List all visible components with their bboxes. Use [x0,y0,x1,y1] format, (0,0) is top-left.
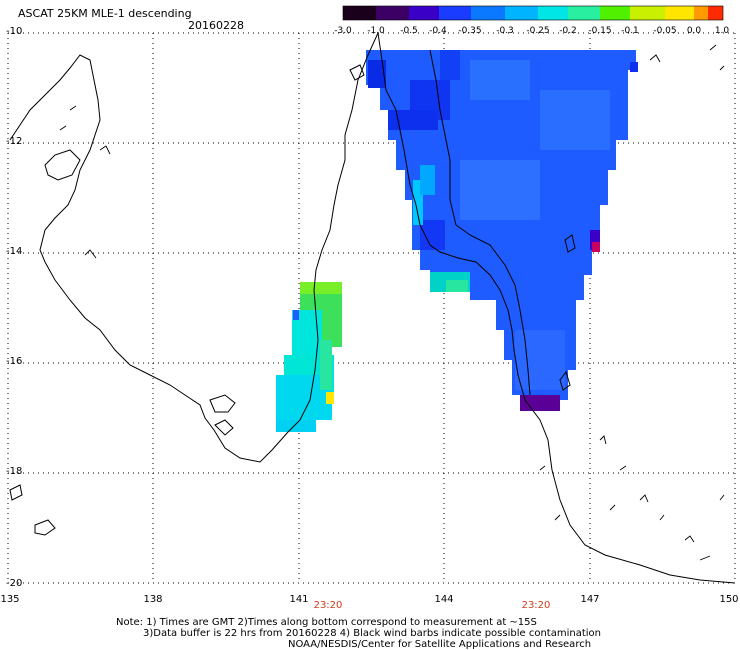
lon-label: 147 [580,594,600,605]
colorbar-tick: 0.0 [686,26,702,36]
mle-swath-west [276,282,342,432]
dark-patch [440,50,460,80]
colorbar-tick: -1.0 [367,26,385,36]
colorbar-tick: -0.3 [496,26,514,36]
lat-label: -18 [6,466,23,477]
colorbar [342,5,724,21]
time-label: 23:20 [521,600,551,611]
note-line: Note: 1) Times are GMT 2)Times along bot… [116,617,537,628]
cyan-patch [446,280,468,292]
colorbar-segment [630,6,665,20]
dark-patch [388,110,438,130]
lon-label: 150 [719,594,739,605]
lat-label: -20 [6,578,23,589]
colorbar-tick: -0.5 [400,26,418,36]
colorbar-segment [439,6,471,20]
mle-swath-east [366,50,638,411]
note-line: 3)Data buffer is 22 hrs from 20160228 4)… [143,628,601,639]
colorbar-tick: -0.1 [621,26,639,36]
dark-patch [592,242,600,252]
note-line: NOAA/NESDIS/Center for Satellite Applica… [288,639,592,650]
light-patch [460,160,540,220]
colorbar-tick: -0.25 [526,26,550,36]
map-title: ASCAT 25KM MLE-1 descending [18,7,192,20]
colorbar-segment [376,6,409,20]
colorbar-segment [568,6,600,20]
map-date: 20160228 [188,19,244,32]
lon-label: 144 [434,594,454,605]
colorbar-segment [505,6,538,20]
colorbar-tick: -0.05 [653,26,677,36]
colorbar-tick: -0.15 [588,26,612,36]
coastline [9,32,736,584]
cyan-patch [413,180,423,225]
lat-label: -16 [6,356,23,367]
colorbar-tick: -0.4 [429,26,447,36]
swath-west-fill [276,420,316,432]
colorbar-segment [471,6,505,20]
lon-label: 141 [289,594,309,605]
colorbar-segment [600,6,630,20]
colorbar-segment [708,6,723,20]
colorbar-tick: 1.0 [714,26,730,36]
graticule [7,32,736,584]
dark-patch [368,60,386,88]
colorbar-segment [343,6,376,20]
lat-label: -10 [6,26,23,37]
colorbar-segment [665,6,694,20]
dark-patch [630,62,638,72]
colorbar-tick: -3.0 [334,26,352,36]
purple-patch [520,395,560,411]
colorbar-segment [538,6,568,20]
colorbar-segment [694,6,708,20]
dark-patch [590,230,600,250]
light-patch [515,330,565,390]
light-patch [540,90,610,150]
reefs [59,44,725,561]
lat-label: -14 [6,246,23,257]
swath-west-fill [300,282,342,294]
swath-west-fill [326,392,334,404]
time-label: 23:20 [313,600,343,611]
swath-west-fill [293,310,299,320]
light-patch [470,60,530,100]
colorbar-segment [409,6,439,20]
cyan-patch [420,165,435,195]
lon-label: 138 [143,594,163,605]
swath-west-fill [320,340,332,390]
colorbar-tick: -0.35 [458,26,482,36]
colorbar-tick: -0.2 [559,26,577,36]
dark-patch [420,220,445,250]
lon-label: 135 [0,594,20,605]
lat-label: -12 [6,136,23,147]
